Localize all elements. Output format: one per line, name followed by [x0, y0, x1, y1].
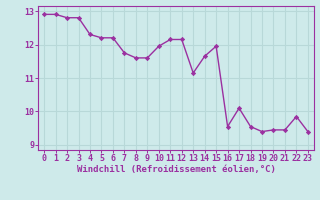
- X-axis label: Windchill (Refroidissement éolien,°C): Windchill (Refroidissement éolien,°C): [76, 165, 276, 174]
